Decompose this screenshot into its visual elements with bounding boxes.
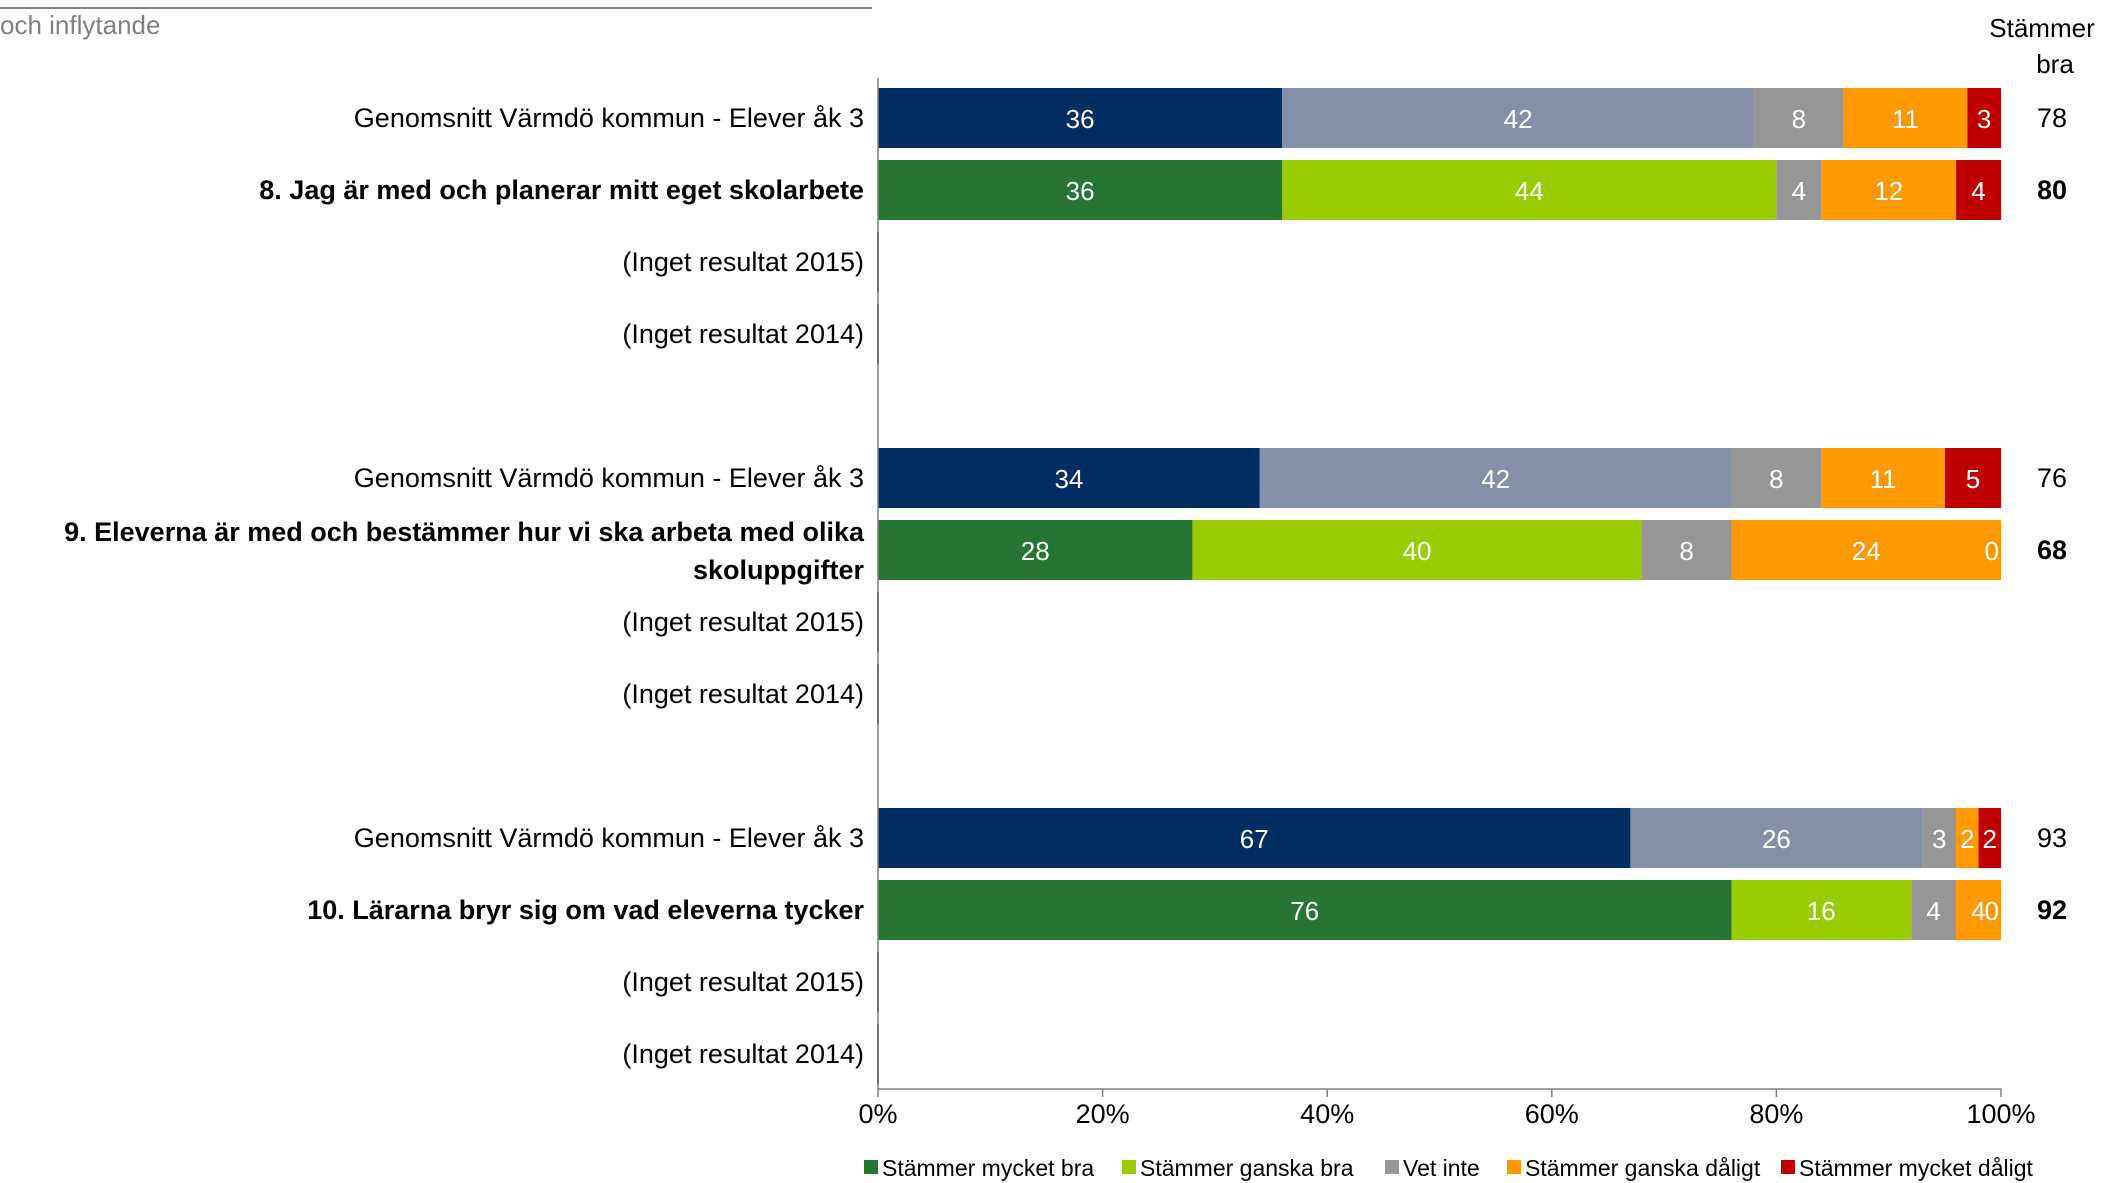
bar-value-label: 12: [1874, 176, 1903, 206]
bar-value-label: 2: [1960, 824, 1974, 854]
legend-swatch: [1781, 1160, 1795, 1174]
bar-segment: [878, 808, 1631, 868]
legend-swatch: [1122, 1160, 1136, 1174]
total-value: 68: [2037, 535, 2067, 565]
bar-segment: [878, 88, 1283, 148]
bar-segment: [1978, 808, 2001, 868]
bar-value-label: 0: [1985, 536, 1999, 566]
bar-value-label: 42: [1481, 464, 1510, 494]
category-label: 8. Jag är med och planerar mitt eget sko…: [259, 175, 864, 205]
bar-segment: [1259, 448, 1732, 508]
bar-segment: [1731, 520, 2001, 580]
bar-segment: [1843, 88, 1968, 148]
bar-value-label: 44: [1515, 176, 1544, 206]
category-label: (Inget resultat 2015): [622, 967, 864, 997]
bar-value-label: 36: [1066, 104, 1095, 134]
category-label: Genomsnitt Värmdö kommun - Elever åk 3: [354, 103, 864, 133]
header-rule: [0, 7, 872, 9]
total-column-title: Stämmer: [1989, 13, 2095, 43]
legend-label: Stämmer ganska bra: [1140, 1155, 1354, 1181]
bar-value-label: 24: [1852, 536, 1881, 566]
bar-value-label: 67: [1240, 824, 1269, 854]
bar-segment: [1922, 808, 1957, 868]
x-tick-label: 60%: [1525, 1099, 1579, 1129]
category-label: (Inget resultat 2014): [622, 319, 864, 349]
x-tick-label: 0%: [858, 1099, 897, 1129]
legend-label: Stämmer mycket bra: [882, 1155, 1094, 1181]
bar-value-label: 28: [1021, 536, 1050, 566]
bar-value-label: 34: [1054, 464, 1083, 494]
bar-segment: [1821, 160, 1957, 220]
x-tick-label: 100%: [1966, 1099, 2035, 1129]
x-tick-label: 40%: [1300, 1099, 1354, 1129]
bar-value-label: 3: [1932, 824, 1946, 854]
bar-segment: [1753, 88, 1844, 148]
bar-segment: [878, 448, 1260, 508]
category-label: (Inget resultat 2015): [622, 607, 864, 637]
legend-swatch: [1385, 1160, 1399, 1174]
bar-segment: [1282, 160, 1777, 220]
total-value: 80: [2037, 175, 2067, 205]
bar-segment: [1821, 448, 1945, 508]
total-column-title: bra: [2036, 49, 2074, 79]
bar-value-label: 36: [1066, 176, 1095, 206]
bar-segment: [1956, 160, 2001, 220]
bar-value-label: 2: [1983, 824, 1997, 854]
category-label: 10. Lärarna bryr sig om vad eleverna tyc…: [307, 895, 864, 925]
bar-segment: [1731, 880, 1912, 940]
bar-segment: [1630, 808, 1923, 868]
category-label: 9. Eleverna är med och bestämmer hur vi …: [64, 517, 865, 547]
category-label: Genomsnitt Värmdö kommun - Elever åk 3: [354, 823, 864, 853]
legend-swatch: [864, 1160, 878, 1174]
x-tick-label: 20%: [1076, 1099, 1130, 1129]
category-label: Genomsnitt Värmdö kommun - Elever åk 3: [354, 463, 864, 493]
bar-value-label: 42: [1504, 104, 1533, 134]
bar-value-label: 8: [1792, 104, 1806, 134]
total-value: 78: [2037, 103, 2067, 133]
bar-value-label: 40: [1403, 536, 1432, 566]
bar-segment: [1956, 808, 1979, 868]
category-label: (Inget resultat 2015): [622, 247, 864, 277]
total-value: 92: [2037, 895, 2067, 925]
bar-segment: [1731, 448, 1822, 508]
bar-value-label: 11: [1870, 464, 1897, 494]
category-label: (Inget resultat 2014): [622, 1039, 864, 1069]
bar-segment: [1911, 880, 1957, 940]
total-value: 93: [2037, 823, 2067, 853]
bar-value-label: 8: [1679, 536, 1693, 566]
bar-segment: [878, 520, 1193, 580]
legend-swatch: [1507, 1160, 1521, 1174]
bar-segment: [1967, 88, 2001, 148]
bar-value-label: 5: [1966, 464, 1980, 494]
category-label: skoluppgifter: [693, 555, 864, 585]
bar-segment: [878, 880, 1732, 940]
bar-value-label: 3: [1977, 104, 1991, 134]
bar-value-label: 11: [1892, 104, 1919, 134]
page-title: och inflytande: [0, 10, 161, 40]
bar-segment: [1192, 520, 1642, 580]
bar-segment: [1944, 448, 2001, 508]
bar-value-label: 16: [1807, 896, 1836, 926]
bar-value-label: 4: [1971, 176, 1985, 206]
bar-value-label: 26: [1762, 824, 1791, 854]
total-value: 76: [2037, 463, 2067, 493]
legend-label: Stämmer ganska dåligt: [1525, 1155, 1761, 1181]
bar-segment: [1282, 88, 1754, 148]
bar-segment: [1641, 520, 1732, 580]
bar-segment: [878, 160, 1283, 220]
bar-value-label: 76: [1290, 896, 1319, 926]
bar-segment: [1776, 160, 1822, 220]
bar-value-label: 8: [1769, 464, 1783, 494]
bar-value-label: 4: [1926, 896, 1940, 926]
bar-value-label: 4: [1792, 176, 1806, 206]
legend-label: Vet inte: [1403, 1155, 1480, 1181]
bar-value-label: 0: [1985, 896, 1999, 926]
bar-segment: [1956, 880, 2001, 940]
category-label: (Inget resultat 2014): [622, 679, 864, 709]
x-tick-label: 80%: [1749, 1099, 1803, 1129]
bar-value-label: 4: [1971, 896, 1985, 926]
legend-label: Stämmer mycket dåligt: [1799, 1155, 2034, 1181]
